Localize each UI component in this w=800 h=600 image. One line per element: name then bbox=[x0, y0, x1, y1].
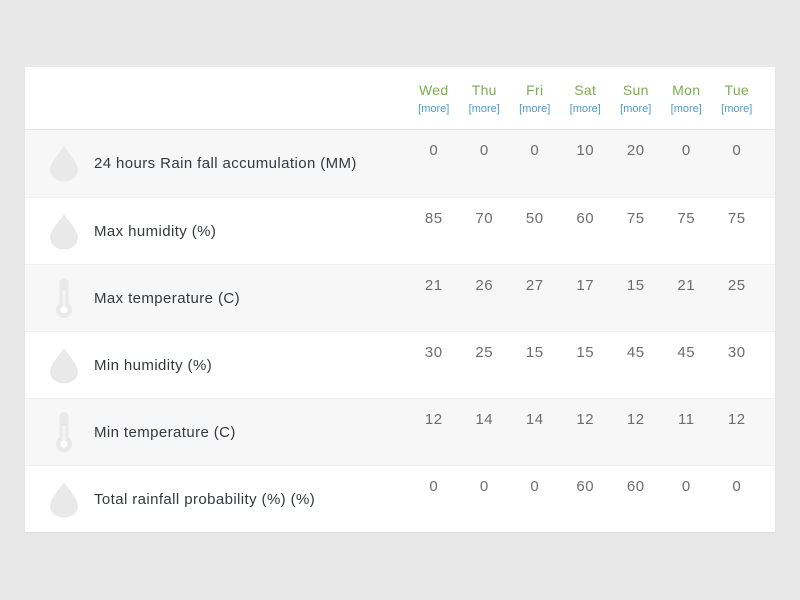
table-row: Min temperature (C) 12 14 14 12 12 11 12 bbox=[25, 398, 775, 465]
day-column: Wed [more] bbox=[409, 67, 460, 129]
value-cell: 75 bbox=[727, 210, 746, 227]
value-cell: 75 bbox=[677, 210, 696, 227]
row-label-cell: Max temperature (C) bbox=[25, 265, 409, 331]
value-cell: 60 bbox=[576, 478, 595, 495]
table-row: Max temperature (C) 21 26 27 17 15 21 25 bbox=[25, 264, 775, 331]
row-label-cell: Min humidity (%) bbox=[25, 332, 409, 398]
day-label: Mon bbox=[672, 82, 701, 98]
value-cell: 12 bbox=[424, 411, 443, 428]
value-cell: 0 bbox=[530, 142, 540, 159]
value-cell: 0 bbox=[530, 478, 540, 495]
day-column: Sat [more] bbox=[560, 67, 611, 129]
value-cell: 0 bbox=[732, 142, 742, 159]
value-cell: 14 bbox=[525, 411, 544, 428]
value-cell: 12 bbox=[626, 411, 645, 428]
value-cell: 11 bbox=[677, 411, 695, 428]
day-label: Sat bbox=[574, 82, 597, 98]
row-label-cell: Max humidity (%) bbox=[25, 198, 409, 264]
value-cell: 45 bbox=[677, 344, 696, 361]
row-label-cell: Min temperature (C) bbox=[25, 399, 409, 465]
value-cell: 60 bbox=[576, 210, 595, 227]
row-label: Min temperature (C) bbox=[94, 423, 236, 441]
table-row: Min humidity (%) 30 25 15 15 45 45 30 bbox=[25, 331, 775, 398]
more-link[interactable]: [more] bbox=[670, 103, 702, 115]
more-link[interactable]: [more] bbox=[519, 103, 551, 115]
weather-forecast-table: Wed [more] Thu [more] Fri [more] Sat [mo… bbox=[25, 67, 775, 532]
value-cell: 0 bbox=[479, 142, 489, 159]
more-link[interactable]: [more] bbox=[418, 103, 450, 115]
day-column: Thu [more] bbox=[459, 67, 510, 129]
value-cell: 20 bbox=[626, 142, 645, 159]
header-row: Wed [more] Thu [more] Fri [more] Sat [mo… bbox=[25, 67, 775, 130]
value-cell: 0 bbox=[479, 478, 489, 495]
row-label-cell: 24 hours Rain fall accumulation (MM) bbox=[25, 130, 409, 197]
value-cell: 45 bbox=[626, 344, 645, 361]
value-cell: 30 bbox=[424, 344, 443, 361]
value-cell: 75 bbox=[626, 210, 645, 227]
value-cell: 26 bbox=[475, 277, 494, 294]
row-label: 24 hours Rain fall accumulation (MM) bbox=[94, 155, 357, 172]
value-cell: 0 bbox=[732, 478, 742, 495]
thermometer-icon bbox=[50, 278, 78, 318]
thermometer-icon bbox=[50, 412, 78, 452]
table-row: Total rainfall probability (%) (%) 0 0 0 60… bbox=[25, 465, 775, 532]
value-cell: 17 bbox=[576, 277, 595, 294]
value-cell: 27 bbox=[525, 277, 544, 294]
value-cell: 10 bbox=[576, 142, 595, 159]
more-link[interactable]: [more] bbox=[569, 103, 601, 115]
more-link[interactable]: [more] bbox=[620, 103, 652, 115]
more-link[interactable]: [more] bbox=[721, 103, 753, 115]
value-cell: 25 bbox=[727, 277, 746, 294]
more-link[interactable]: [more] bbox=[468, 103, 500, 115]
day-label: Thu bbox=[471, 82, 497, 98]
value-cell: 21 bbox=[677, 277, 696, 294]
value-cell: 85 bbox=[424, 210, 443, 227]
table-row: 24 hours Rain fall accumulation (MM) 0 0 0… bbox=[25, 130, 775, 197]
row-label: Total rainfall probability (%) (%) bbox=[94, 490, 316, 508]
droplet-icon bbox=[50, 479, 78, 519]
value-cell: 14 bbox=[475, 411, 494, 428]
value-cell: 12 bbox=[576, 411, 595, 428]
value-cell: 50 bbox=[525, 210, 544, 227]
row-label: Min humidity (%) bbox=[94, 356, 213, 374]
value-cell: 0 bbox=[681, 478, 691, 495]
droplet-icon bbox=[50, 144, 78, 184]
value-cell: 0 bbox=[429, 478, 439, 495]
value-cell: 15 bbox=[626, 277, 645, 294]
value-cell: 0 bbox=[429, 142, 439, 159]
value-cell: 30 bbox=[727, 344, 746, 361]
row-label: Max humidity (%) bbox=[94, 222, 217, 240]
value-cell: 25 bbox=[475, 344, 494, 361]
row-label: Max temperature (C) bbox=[94, 289, 240, 307]
day-label: Wed bbox=[419, 82, 449, 98]
day-label: Fri bbox=[526, 82, 544, 98]
droplet-icon bbox=[50, 211, 78, 251]
value-cell: 0 bbox=[681, 142, 691, 159]
droplet-icon bbox=[50, 345, 78, 385]
day-column: Sun [more] bbox=[611, 67, 662, 129]
value-cell: 15 bbox=[525, 344, 544, 361]
value-cell: 21 bbox=[424, 277, 443, 294]
day-column: Tue [more] bbox=[712, 67, 763, 129]
value-cell: 12 bbox=[727, 411, 746, 428]
table-row: Max humidity (%) 85 70 50 60 75 75 75 bbox=[25, 197, 775, 264]
day-label: Sun bbox=[622, 82, 649, 98]
value-cell: 60 bbox=[626, 478, 645, 495]
value-cell: 15 bbox=[576, 344, 595, 361]
value-cell: 70 bbox=[475, 210, 494, 227]
day-column: Mon [more] bbox=[661, 67, 712, 129]
day-label: Tue bbox=[724, 82, 749, 98]
day-column: Fri [more] bbox=[510, 67, 561, 129]
row-label-cell: Total rainfall probability (%) (%) bbox=[25, 466, 409, 532]
header-spacer bbox=[25, 67, 409, 129]
table-body: 24 hours Rain fall accumulation (MM) 0 0 0… bbox=[25, 130, 775, 532]
